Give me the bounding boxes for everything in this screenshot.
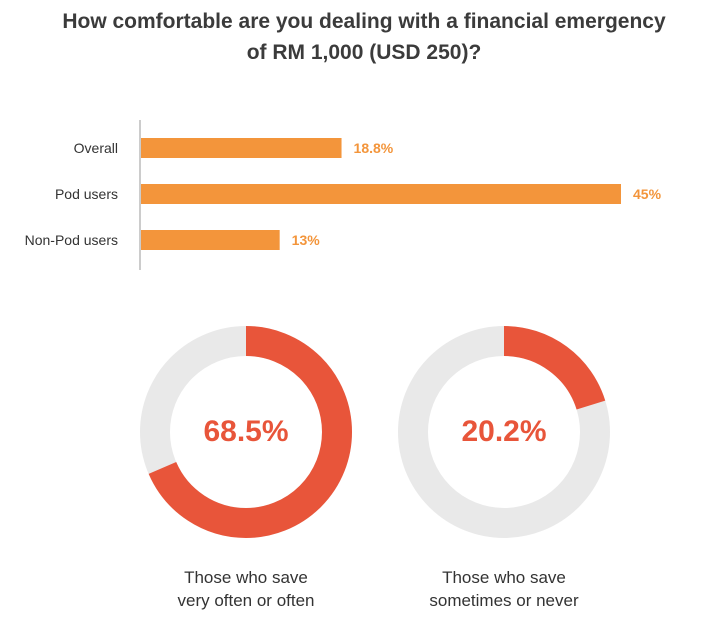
donut-arc-often [140, 326, 352, 538]
chart-title: How comfortable are you dealing with a f… [0, 6, 728, 68]
chart-title-line-2: of RM 1,000 (USD 250)? [246, 41, 482, 64]
bar-chart: Overall 18.8% Pod users 45% Non-Pod users 13% [25, 120, 662, 270]
bar-value-label: 18.8% [354, 140, 394, 156]
donut-chart-often: 68.5% [140, 326, 352, 538]
donut-caption-sometimes-line-2: sometimes or never [429, 591, 579, 610]
donut-caption-often-line-1: Those who save [184, 568, 308, 587]
bar [141, 184, 621, 204]
donut-caption-sometimes: Those who save sometimes or never [374, 566, 634, 612]
bar-value-label: 45% [633, 186, 662, 202]
donut-value-sometimes: 20.2% [461, 415, 547, 448]
donut-chart-sometimes: 20.2% [398, 326, 610, 538]
bar [141, 138, 342, 158]
donut-caption-often-line-2: very often or often [177, 591, 315, 610]
bar-category-label: Non-Pod users [25, 232, 118, 248]
chart-title-line-1: How comfortable are you dealing with a f… [62, 10, 666, 33]
bar [141, 230, 280, 250]
bar-value-label: 13% [292, 232, 321, 248]
donut-caption-often: Those who save very often or often [116, 566, 376, 612]
donut-caption-sometimes-line-1: Those who save [442, 568, 566, 587]
donut-value-often: 68.5% [203, 415, 289, 448]
donut-arc-sometimes [398, 326, 610, 538]
bar-category-label: Overall [74, 140, 118, 156]
bar-category-label: Pod users [55, 186, 118, 202]
